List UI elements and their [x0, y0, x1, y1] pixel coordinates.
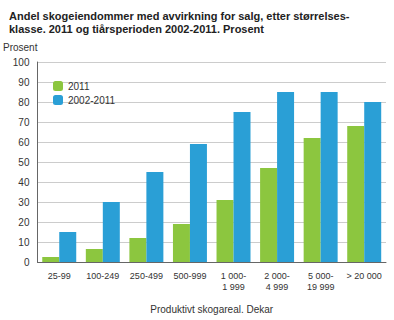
svg-text:1 000-: 1 000-: [221, 271, 247, 281]
svg-text:100: 100: [13, 57, 30, 68]
svg-text:10: 10: [18, 237, 30, 248]
svg-text:1 999: 1 999: [222, 282, 245, 292]
svg-text:> 20 000: > 20 000: [347, 271, 382, 281]
svg-text:40: 40: [18, 177, 30, 188]
svg-text:20: 20: [18, 217, 30, 228]
svg-text:2011: 2011: [68, 81, 90, 92]
svg-text:250-499: 250-499: [130, 271, 163, 281]
svg-text:2 000-: 2 000-: [264, 271, 290, 281]
svg-text:30: 30: [18, 197, 30, 208]
svg-text:19 999: 19 999: [307, 282, 335, 292]
svg-text:0: 0: [24, 257, 30, 268]
svg-text:80: 80: [18, 97, 30, 108]
svg-text:4 999: 4 999: [266, 282, 289, 292]
svg-text:klasse. 2011 og tiårsperioden: klasse. 2011 og tiårsperioden 2002-2011.…: [9, 23, 264, 35]
svg-text:100-249: 100-249: [86, 271, 119, 281]
svg-text:70: 70: [18, 117, 30, 128]
svg-text:50: 50: [18, 157, 30, 168]
svg-text:2002-2011: 2002-2011: [68, 95, 116, 106]
svg-text:Prosent: Prosent: [3, 42, 38, 53]
svg-text:90: 90: [18, 77, 30, 88]
svg-text:25-99: 25-99: [48, 271, 71, 281]
svg-text:60: 60: [18, 137, 30, 148]
svg-text:Andel skogeiendommer med avvir: Andel skogeiendommer med avvirkning for …: [9, 10, 350, 22]
svg-text:500-999: 500-999: [173, 271, 206, 281]
svg-text:5 000-: 5 000-: [308, 271, 334, 281]
svg-text:Produktivt skogareal. Dekar: Produktivt skogareal. Dekar: [150, 304, 274, 315]
